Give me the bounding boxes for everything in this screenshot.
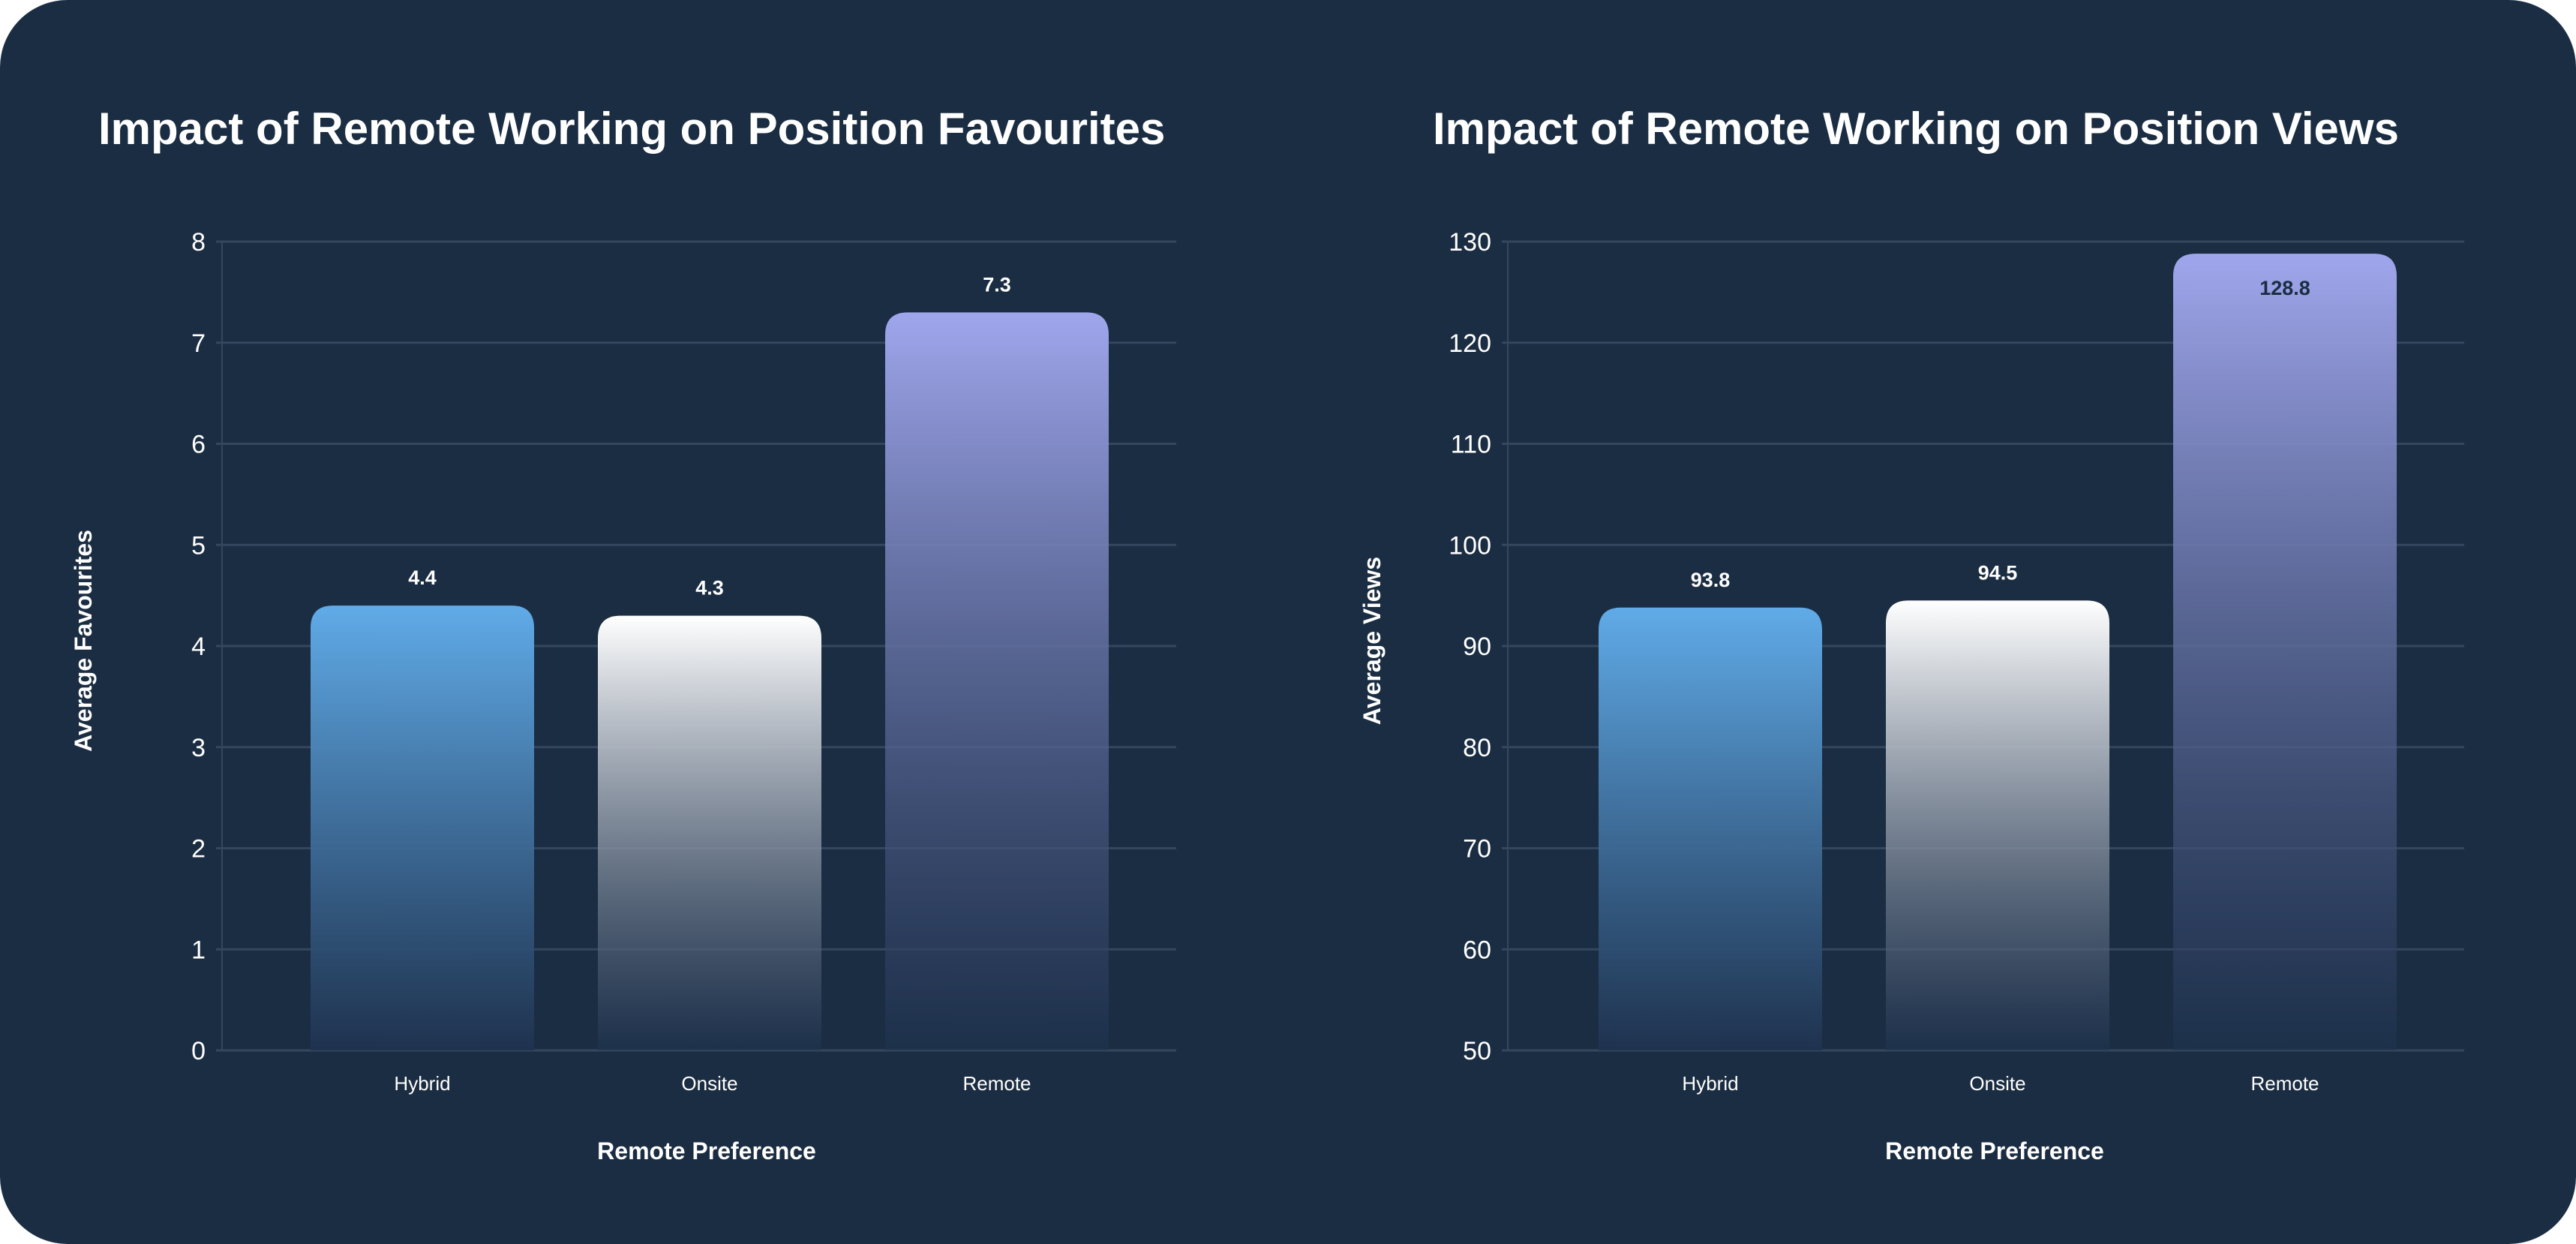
value-label: 4.4	[408, 566, 437, 589]
y-axis-label-views: Average Views	[1359, 557, 1386, 725]
y-tick-label: 3	[191, 734, 206, 762]
y-tick-label: 7	[191, 329, 206, 358]
value-label: 93.8	[1691, 569, 1731, 591]
y-tick-label: 4	[191, 633, 206, 661]
bar-onsite	[598, 615, 821, 1050]
y-tick-label: 70	[1463, 835, 1491, 864]
y-tick-label: 1	[191, 936, 206, 964]
bar-remote	[2173, 254, 2397, 1050]
value-label: 4.3	[695, 577, 724, 599]
y-tick-label: 50	[1463, 1037, 1491, 1065]
x-tick-label: Hybrid	[394, 1072, 450, 1095]
x-tick-label: Onsite	[1969, 1072, 2025, 1095]
value-label: 94.5	[1978, 561, 2018, 584]
x-axis-label-favourites: Remote Preference	[597, 1137, 816, 1164]
bar-remote	[885, 312, 1109, 1050]
y-tick-label: 80	[1463, 734, 1491, 762]
x-tick-label: Hybrid	[1682, 1072, 1738, 1095]
y-tick-label: 0	[191, 1037, 206, 1065]
y-tick-label: 60	[1463, 936, 1491, 964]
y-tick-label: 100	[1449, 531, 1491, 560]
x-axis-label-views: Remote Preference	[1885, 1137, 2104, 1164]
bar-hybrid	[1599, 607, 1822, 1050]
x-tick-label: Remote	[2250, 1072, 2319, 1095]
y-tick-label: 130	[1449, 228, 1491, 257]
bar-hybrid	[311, 605, 534, 1050]
x-tick-label: Onsite	[681, 1072, 737, 1095]
y-tick-label: 90	[1463, 633, 1491, 661]
y-tick-label: 8	[191, 228, 206, 257]
chart-title-views: Impact of Remote Working on Position Vie…	[1433, 104, 2399, 154]
y-tick-label: 5	[191, 531, 206, 560]
y-tick-label: 2	[191, 835, 206, 864]
chart-title-favourites: Impact of Remote Working on Position Fav…	[98, 104, 1165, 154]
y-tick-label: 6	[191, 431, 206, 459]
y-tick-label: 110	[1451, 431, 1491, 459]
plot-favourites: 0 1 2 3 4 5 6 7 8 4.4 Hybrid 4.3 Onsite 7.3 Remote	[191, 228, 1176, 1095]
x-tick-label: Remote	[962, 1072, 1031, 1095]
plot-views: 50 60 70 80 90 100 110 120 130 93.8 Hybrid 94.5 Onsi…	[1449, 228, 2464, 1095]
y-tick-label: 120	[1449, 329, 1491, 358]
bar-onsite	[1886, 600, 2109, 1050]
value-label: 128.8	[2259, 277, 2310, 299]
y-axis-label-favourites: Average Favourites	[70, 530, 97, 752]
value-label: 7.3	[983, 273, 1011, 296]
